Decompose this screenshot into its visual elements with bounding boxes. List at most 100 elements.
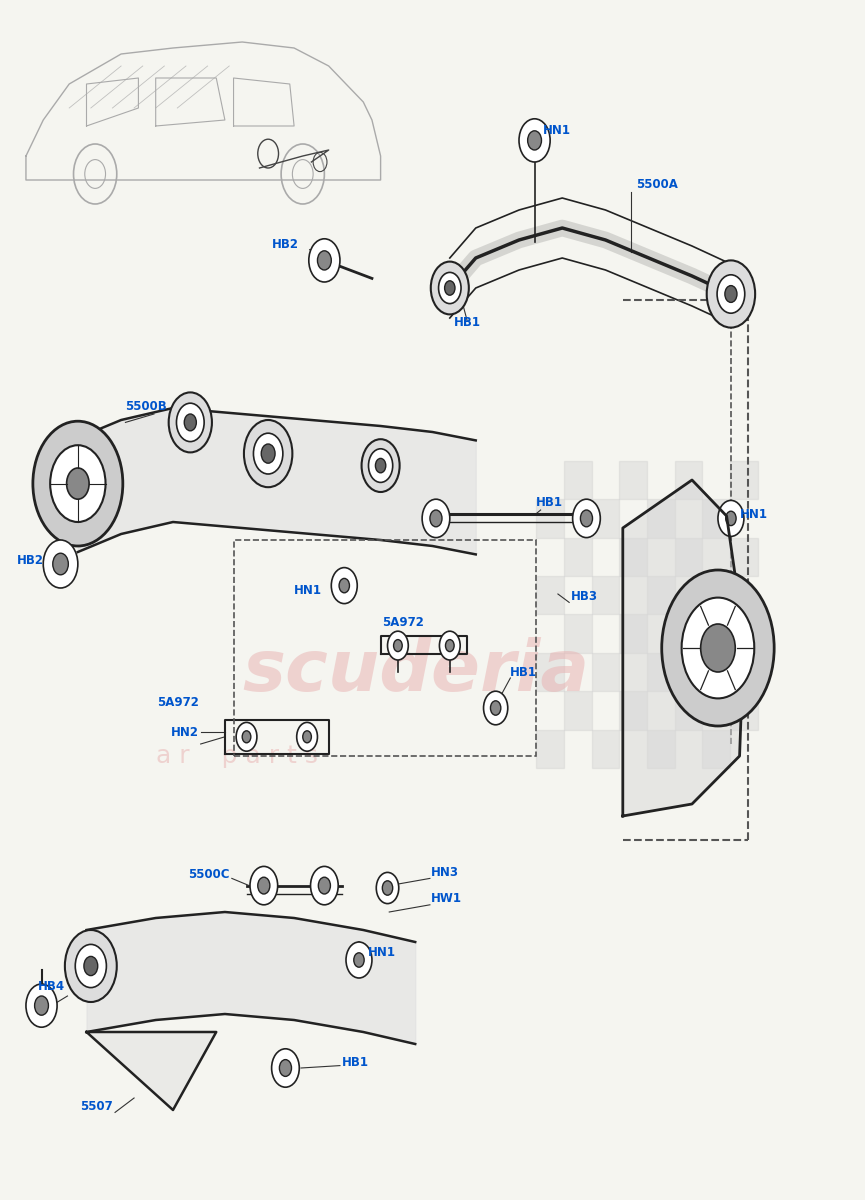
Circle shape [67, 468, 89, 499]
Circle shape [331, 568, 357, 604]
Circle shape [725, 286, 737, 302]
Text: scuderia: scuderia [242, 637, 589, 707]
Polygon shape [623, 480, 744, 816]
Circle shape [580, 510, 593, 527]
Circle shape [528, 131, 541, 150]
Polygon shape [86, 1032, 216, 1110]
Bar [675, 691, 702, 730]
Bar [647, 576, 675, 614]
Circle shape [388, 631, 408, 660]
Bar [730, 614, 758, 653]
Circle shape [346, 942, 372, 978]
Bar [536, 576, 564, 614]
Bar [564, 538, 592, 576]
Bar [730, 538, 758, 576]
Circle shape [573, 499, 600, 538]
Text: 5500A: 5500A [636, 179, 677, 191]
Circle shape [50, 445, 106, 522]
Bar [730, 461, 758, 499]
Circle shape [362, 439, 400, 492]
Bar [675, 538, 702, 576]
Bar [536, 653, 564, 691]
Circle shape [431, 262, 469, 314]
Circle shape [236, 722, 257, 751]
Circle shape [339, 578, 349, 593]
Text: HN1: HN1 [368, 947, 395, 960]
Text: HB1: HB1 [342, 1056, 368, 1068]
Bar [536, 730, 564, 768]
Text: HN1: HN1 [543, 125, 571, 138]
Bar [619, 538, 647, 576]
Bar [592, 730, 619, 768]
Bar [592, 499, 619, 538]
Text: HB1: HB1 [536, 497, 563, 509]
Text: 5500C: 5500C [188, 869, 229, 881]
Circle shape [354, 953, 364, 967]
Circle shape [394, 640, 402, 652]
Circle shape [726, 511, 736, 526]
Circle shape [65, 930, 117, 1002]
Bar [592, 653, 619, 691]
Circle shape [84, 956, 98, 976]
Bar [647, 730, 675, 768]
Bar [564, 461, 592, 499]
Circle shape [176, 403, 204, 442]
Circle shape [375, 458, 386, 473]
Text: 5A972: 5A972 [382, 617, 424, 629]
Circle shape [75, 944, 106, 988]
Bar [702, 653, 730, 691]
Bar [702, 576, 730, 614]
Circle shape [682, 598, 754, 698]
Circle shape [318, 877, 330, 894]
Bar [536, 499, 564, 538]
Circle shape [662, 570, 774, 726]
Text: HN1: HN1 [740, 509, 767, 521]
Text: HB4: HB4 [38, 980, 65, 994]
Bar [564, 614, 592, 653]
Circle shape [297, 722, 317, 751]
Circle shape [422, 499, 450, 538]
Text: HB2: HB2 [16, 554, 44, 566]
Circle shape [169, 392, 212, 452]
Text: 5507: 5507 [80, 1100, 112, 1114]
Circle shape [382, 881, 393, 895]
Text: HB3: HB3 [571, 590, 598, 602]
Circle shape [26, 984, 57, 1027]
Circle shape [445, 281, 455, 295]
Circle shape [261, 444, 275, 463]
Text: 5500B: 5500B [125, 401, 167, 413]
Circle shape [279, 1060, 292, 1076]
Circle shape [184, 414, 196, 431]
Text: 5A972: 5A972 [157, 696, 199, 708]
Bar [675, 461, 702, 499]
Bar [675, 614, 702, 653]
Circle shape [718, 500, 744, 536]
Circle shape [701, 624, 735, 672]
Circle shape [317, 251, 331, 270]
Circle shape [376, 872, 399, 904]
Bar [730, 691, 758, 730]
Circle shape [33, 421, 123, 546]
Circle shape [519, 119, 550, 162]
Circle shape [368, 449, 393, 482]
Bar [702, 499, 730, 538]
Bar [619, 614, 647, 653]
Bar [619, 691, 647, 730]
Circle shape [484, 691, 508, 725]
Circle shape [272, 1049, 299, 1087]
Circle shape [244, 420, 292, 487]
Circle shape [717, 275, 745, 313]
Circle shape [707, 260, 755, 328]
Circle shape [35, 996, 48, 1015]
Circle shape [43, 540, 78, 588]
Circle shape [309, 239, 340, 282]
Circle shape [490, 701, 501, 715]
Bar [564, 691, 592, 730]
Circle shape [253, 433, 283, 474]
Circle shape [439, 272, 461, 304]
Text: HN2: HN2 [171, 726, 199, 738]
Circle shape [439, 631, 460, 660]
Text: HW1: HW1 [431, 893, 462, 905]
Text: HB1: HB1 [454, 317, 481, 329]
Circle shape [53, 553, 68, 575]
